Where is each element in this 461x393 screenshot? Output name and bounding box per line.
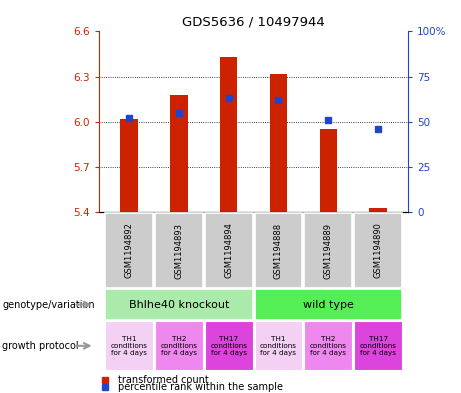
- Text: TH2
conditions
for 4 days: TH2 conditions for 4 days: [160, 336, 197, 356]
- Text: GSM1194890: GSM1194890: [373, 222, 383, 279]
- Text: transformed count: transformed count: [118, 375, 208, 384]
- Bar: [105, 290, 253, 320]
- Bar: [354, 213, 402, 288]
- Text: genotype/variation: genotype/variation: [2, 299, 95, 310]
- Bar: [270, 73, 287, 212]
- Text: growth protocol: growth protocol: [2, 341, 79, 351]
- Text: GSM1194894: GSM1194894: [224, 222, 233, 279]
- Text: GSM1194888: GSM1194888: [274, 222, 283, 279]
- Bar: [105, 321, 153, 370]
- Bar: [304, 213, 352, 288]
- Bar: [304, 321, 352, 370]
- Bar: [155, 213, 203, 288]
- Text: GSM1194893: GSM1194893: [174, 222, 183, 279]
- Bar: [254, 321, 302, 370]
- Bar: [205, 321, 253, 370]
- Title: GDS5636 / 10497944: GDS5636 / 10497944: [182, 16, 325, 29]
- Bar: [254, 213, 302, 288]
- Text: Bhlhe40 knockout: Bhlhe40 knockout: [129, 299, 229, 310]
- Text: TH17
conditions
for 4 days: TH17 conditions for 4 days: [360, 336, 396, 356]
- Bar: [254, 290, 402, 320]
- Bar: [220, 57, 237, 212]
- Bar: [155, 321, 203, 370]
- Text: TH1
conditions
for 4 days: TH1 conditions for 4 days: [260, 336, 297, 356]
- Text: GSM1194889: GSM1194889: [324, 222, 333, 279]
- Bar: [319, 129, 337, 212]
- Bar: [105, 213, 153, 288]
- Text: TH1
conditions
for 4 days: TH1 conditions for 4 days: [111, 336, 148, 356]
- Bar: [369, 208, 387, 212]
- Bar: [120, 119, 138, 212]
- Text: GSM1194892: GSM1194892: [124, 222, 134, 279]
- Bar: [205, 213, 253, 288]
- Bar: [170, 95, 188, 212]
- Text: percentile rank within the sample: percentile rank within the sample: [118, 382, 283, 393]
- Bar: [354, 321, 402, 370]
- Text: wild type: wild type: [303, 299, 354, 310]
- Text: TH2
conditions
for 4 days: TH2 conditions for 4 days: [310, 336, 347, 356]
- Text: TH17
conditions
for 4 days: TH17 conditions for 4 days: [210, 336, 247, 356]
